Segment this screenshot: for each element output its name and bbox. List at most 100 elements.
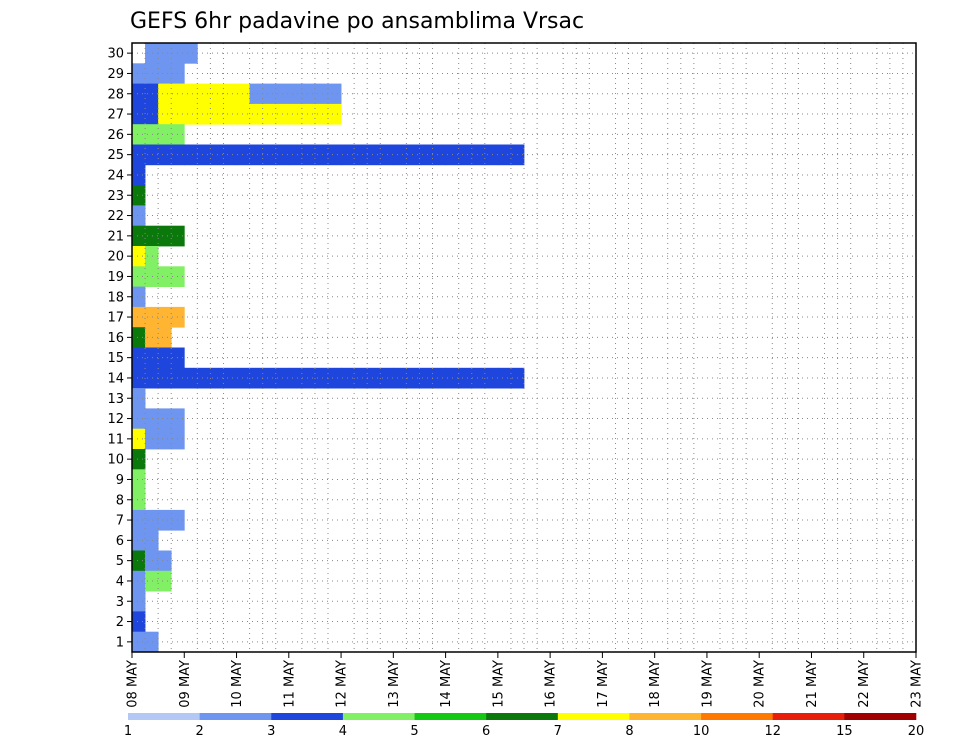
heat-cell [432, 144, 446, 166]
x-tick-label: 18 MAY [648, 660, 663, 708]
heat-cell [145, 428, 159, 450]
heat-cell [145, 631, 159, 653]
heat-cell [471, 144, 486, 166]
heat-cell [132, 327, 146, 348]
heat-cell [301, 103, 316, 125]
heat-cell [314, 103, 329, 125]
heat-cell [184, 367, 198, 389]
x-tick-label: 19 MAY [700, 660, 715, 708]
y-axis: 1234567891011121314151617181920212223242… [107, 47, 132, 650]
heat-cell [301, 367, 316, 389]
colorbar-label: 4 [339, 724, 347, 739]
colorbar-label: 3 [267, 724, 275, 739]
chart-title: GEFS 6hr padavine po ansamblima Vrsac [130, 9, 584, 34]
y-tick-label: 12 [107, 412, 124, 427]
x-tick-label: 08 MAY [126, 660, 141, 708]
heat-cell [367, 144, 381, 166]
heat-cell [132, 83, 146, 105]
heat-cell [145, 63, 159, 84]
heat-cell [132, 347, 146, 369]
heat-cell [158, 266, 172, 287]
colorbar-label: 6 [482, 724, 490, 739]
heat-cell [223, 83, 237, 105]
y-tick-label: 22 [107, 209, 124, 224]
heat-cell [145, 144, 159, 166]
heat-cell [471, 367, 486, 389]
heat-cell [145, 367, 159, 389]
grid-lines [132, 43, 916, 652]
colorbar-swatch [772, 713, 845, 720]
heat-cell [419, 367, 433, 389]
heat-cell [236, 367, 250, 389]
heat-cell [158, 550, 172, 572]
heat-cell [301, 83, 316, 105]
heat-cell [145, 225, 159, 247]
heat-cell [314, 144, 329, 166]
heat-cell [132, 103, 146, 125]
heat-cell [145, 530, 159, 551]
y-tick-label: 9 [116, 473, 124, 488]
heat-cell [197, 103, 211, 125]
y-tick-label: 14 [107, 371, 124, 386]
heat-cell [262, 103, 277, 125]
colorbar-label: 2 [195, 724, 203, 739]
heat-cell [223, 103, 237, 125]
colorbar-label: 12 [764, 724, 781, 739]
heat-cell [145, 327, 159, 348]
heat-cell [197, 367, 211, 389]
heat-cell [145, 408, 159, 430]
x-tick-label: 13 MAY [387, 660, 402, 708]
heat-cell [158, 144, 172, 166]
y-tick-label: 8 [116, 493, 124, 508]
heat-cell [132, 63, 146, 84]
heat-cell [132, 570, 146, 592]
heatmap-cells [132, 43, 525, 653]
heat-cell [367, 367, 381, 389]
x-tick-label: 16 MAY [544, 660, 559, 708]
heat-cell [132, 266, 146, 287]
heat-cell [484, 144, 499, 166]
heat-cell [132, 205, 146, 227]
y-tick-label: 15 [107, 351, 124, 366]
colorbar: 1 2 3 4 5 6 7 8 10 12 15 20 [124, 713, 924, 739]
heat-cell [406, 367, 420, 389]
colorbar-label: 5 [410, 724, 418, 739]
heat-cell [223, 367, 237, 389]
heat-cell [184, 144, 198, 166]
y-tick-label: 23 [107, 189, 124, 204]
y-tick-label: 13 [107, 392, 124, 407]
heat-cell [132, 408, 146, 430]
heat-cell [458, 144, 473, 166]
heat-cell [145, 347, 159, 369]
heat-cell [158, 367, 172, 389]
heat-cell [484, 367, 499, 389]
heat-cell [132, 124, 146, 145]
heat-cell [236, 103, 250, 125]
y-tick-label: 24 [107, 168, 124, 183]
heat-cell [184, 83, 198, 105]
y-tick-label: 7 [116, 514, 124, 529]
y-tick-label: 21 [107, 229, 124, 244]
heat-cell [249, 103, 264, 125]
heat-cell [223, 144, 237, 166]
heat-cell [132, 631, 146, 653]
y-tick-label: 2 [116, 615, 124, 630]
y-tick-label: 25 [107, 148, 124, 163]
heat-cell [314, 367, 329, 389]
heat-cell [354, 367, 368, 389]
colorbar-swatch [486, 713, 559, 720]
x-tick-label: 10 MAY [230, 660, 245, 708]
y-tick-label: 11 [107, 432, 124, 447]
y-tick-label: 29 [107, 67, 124, 82]
heat-cell [132, 428, 146, 450]
x-tick-label: 15 MAY [491, 660, 506, 708]
heat-cell [145, 550, 159, 572]
y-tick-label: 20 [107, 250, 124, 265]
heat-cell [354, 144, 368, 166]
heat-cell [132, 225, 146, 247]
heat-cell [132, 530, 146, 551]
x-tick-label: 11 MAY [282, 660, 297, 708]
heat-cell [132, 550, 146, 572]
heat-cell [158, 428, 172, 450]
heat-cell [393, 367, 407, 389]
